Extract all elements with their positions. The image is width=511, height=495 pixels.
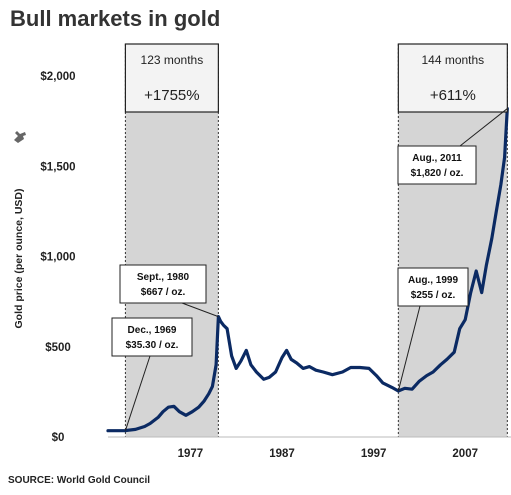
annotation-price: $35.30 / oz. (126, 340, 179, 351)
annotation-date: Dec., 1969 (128, 325, 177, 336)
gold-price-line (106, 106, 509, 433)
annotation-price: $255 / oz. (411, 290, 456, 301)
annotation-price: $667 / oz. (141, 287, 186, 298)
annotation-box (119, 264, 207, 304)
gold-price-chart: $0 $500 $1,000 $1,500 $2,000 1977 1987 1997 2007… (13, 43, 511, 460)
annotation-leader-line (397, 305, 421, 392)
source-note: SOURCE: World Gold Council (8, 475, 151, 486)
x-tick-label: 2007 (452, 448, 478, 460)
annotation-leader-line (459, 108, 508, 147)
x-tick-label: 1997 (361, 448, 387, 460)
annotation-date: Sept., 1980 (137, 272, 190, 283)
pin-icon (14, 131, 26, 143)
annotation-price: $1,820 / oz. (411, 168, 464, 179)
period-header-box (397, 43, 508, 113)
period-change-label: +611% (430, 87, 476, 104)
period-duration-label: 144 months (421, 53, 484, 67)
y-tick-label: $2,000 (40, 71, 75, 83)
y-tick-label: $0 (52, 432, 65, 444)
chart-title: Bull markets in gold (10, 6, 221, 31)
y-tick-label: $500 (45, 342, 71, 354)
period-change-label: +1755% (144, 87, 199, 104)
annotation-date: Aug., 2011 (412, 153, 462, 164)
annotation-box (397, 267, 469, 307)
y-axis-label: Gold price (per ounce, USD) (13, 188, 25, 328)
x-tick-label: 1977 (178, 448, 204, 460)
annotation-leader-line (124, 355, 151, 431)
annotation-date: Aug., 1999 (408, 275, 458, 286)
period-duration-label: 123 months (141, 53, 204, 67)
y-tick-label: $1,000 (40, 252, 75, 264)
annotation-box (111, 317, 193, 357)
period-header-box (124, 43, 219, 113)
annotation-box (397, 145, 477, 185)
y-tick-label: $1,500 (40, 161, 75, 173)
annotation-leader-line (181, 302, 219, 318)
x-tick-label: 1987 (269, 448, 295, 460)
